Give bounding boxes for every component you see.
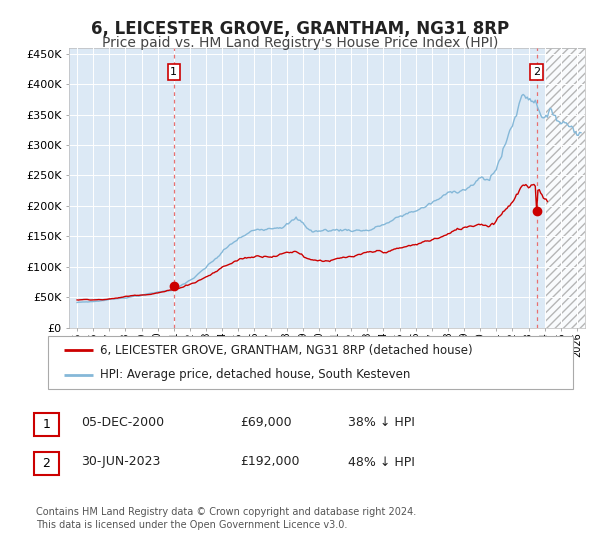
Text: 30-JUN-2023: 30-JUN-2023 (81, 455, 160, 469)
FancyBboxPatch shape (48, 336, 573, 389)
FancyBboxPatch shape (34, 413, 59, 436)
Bar (545, 48, 585, 328)
Text: 6, LEICESTER GROVE, GRANTHAM, NG31 8RP: 6, LEICESTER GROVE, GRANTHAM, NG31 8RP (91, 20, 509, 38)
Text: 2: 2 (533, 67, 540, 77)
Text: £192,000: £192,000 (240, 455, 299, 469)
Text: Contains HM Land Registry data © Crown copyright and database right 2024.
This d: Contains HM Land Registry data © Crown c… (36, 507, 416, 530)
Text: 48% ↓ HPI: 48% ↓ HPI (348, 455, 415, 469)
Text: 1: 1 (170, 67, 178, 77)
Text: 6, LEICESTER GROVE, GRANTHAM, NG31 8RP (detached house): 6, LEICESTER GROVE, GRANTHAM, NG31 8RP (… (101, 344, 473, 357)
Text: 1: 1 (43, 418, 50, 431)
Text: 38% ↓ HPI: 38% ↓ HPI (348, 416, 415, 430)
Text: 2: 2 (43, 457, 50, 470)
FancyBboxPatch shape (34, 452, 59, 475)
Text: Price paid vs. HM Land Registry's House Price Index (HPI): Price paid vs. HM Land Registry's House … (102, 36, 498, 50)
Text: £69,000: £69,000 (240, 416, 292, 430)
Text: 05-DEC-2000: 05-DEC-2000 (81, 416, 164, 430)
Text: HPI: Average price, detached house, South Kesteven: HPI: Average price, detached house, Sout… (101, 368, 411, 381)
